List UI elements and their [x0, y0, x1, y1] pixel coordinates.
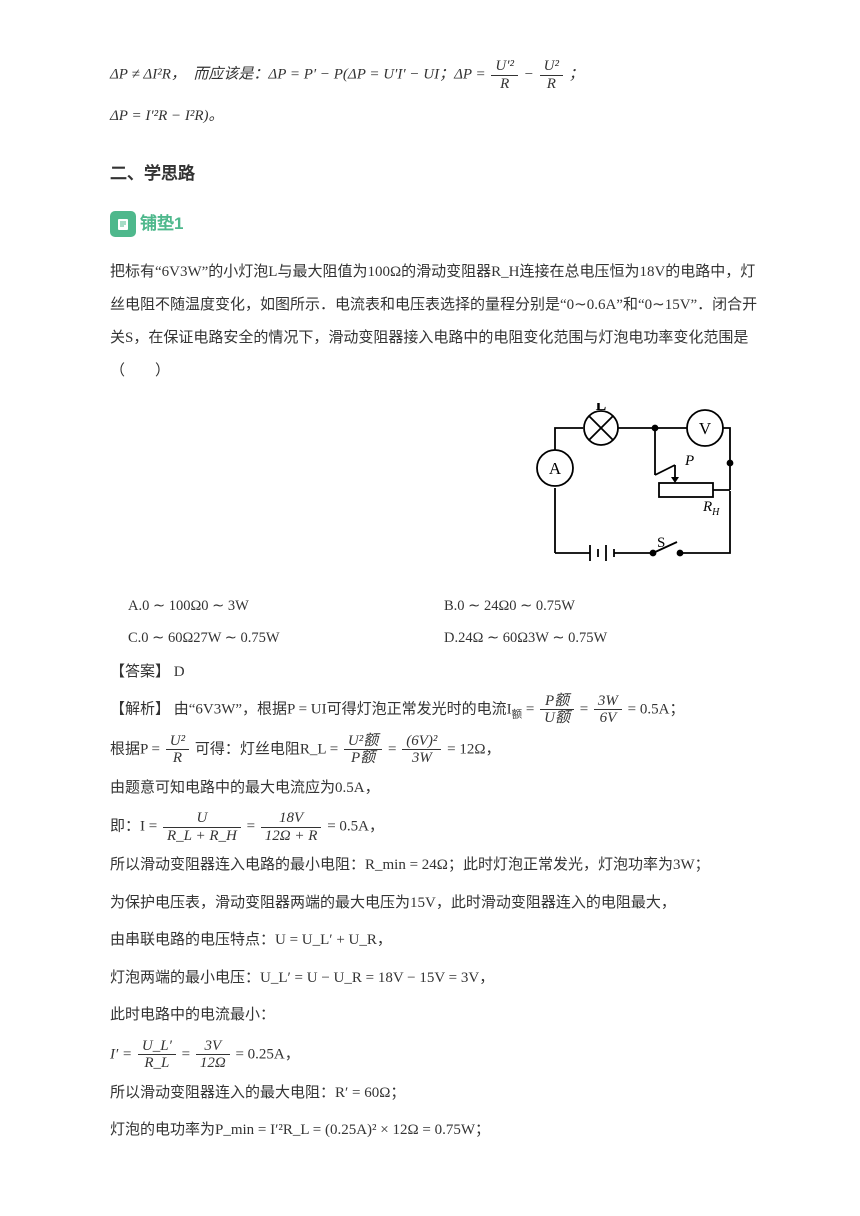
label-L: L: [596, 403, 607, 414]
sol-line-12: 灯泡的电功率为P_min = I′²R_L = (0.25A)² × 12Ω =…: [110, 1115, 760, 1147]
sol-line-7: 由串联电路的电压特点：U = U_L′ + U_R，: [110, 925, 760, 957]
padian-badge-row: 铺垫1: [110, 208, 760, 240]
sol-line-5: 所以滑动变阻器连入电路的最小电阻：R_min = 24Ω；此时灯泡正常发光，灯泡…: [110, 850, 760, 882]
minus: −: [524, 66, 538, 82]
book-icon: [110, 211, 136, 237]
option-A: A.0 ∼ 100Ω0 ∼ 3W: [128, 593, 444, 621]
sol-line-1: 【解析】 由“6V3W”，根据P = UI可得灯泡正常发光时的电流I额 = P额…: [110, 693, 760, 727]
option-D: D.24Ω ∼ 60Ω3W ∼ 0.75W: [444, 625, 760, 653]
semi: ；: [569, 66, 584, 82]
options-grid: A.0 ∼ 100Ω0 ∼ 3W B.0 ∼ 24Ω0 ∼ 0.75W C.0 …: [128, 593, 760, 652]
intro-equation-1: ΔP ≠ ΔI²R， 而应该是：ΔP = P′ − P(ΔP = U′I′ − …: [110, 58, 760, 92]
answer-line: 【答案】 D: [110, 658, 760, 687]
problem-text: 把标有“6V3W”的小灯泡L与最大阻值为100Ω的滑动变阻器R_H连接在总电压恒…: [110, 256, 760, 388]
padian-label: 铺垫1: [140, 208, 183, 240]
sol-line-6: 为保护电压表，滑动变阻器两端的最大电压为15V，此时滑动变阻器连入的电阻最大，: [110, 888, 760, 920]
option-B: B.0 ∼ 24Ω0 ∼ 0.75W: [444, 593, 760, 621]
option-C: C.0 ∼ 60Ω27W ∼ 0.75W: [128, 625, 444, 653]
frac-uprime2-r: U′² R: [491, 58, 518, 92]
sol-line-2: 根据P = U²R 可得：灯丝电阻R_L = U²额P额 = (6V)²3W =…: [110, 733, 760, 767]
label-RH: RH: [702, 499, 720, 518]
sol-line-4: 即：I = UR_L + R_H = 18V12Ω + R = 0.5A，: [110, 810, 760, 844]
sol-line-3: 由题意可知电路中的最大电流应为0.5A，: [110, 773, 760, 805]
sol-line-8: 灯泡两端的最小电压：U_L′ = U − U_R = 18V − 15V = 3…: [110, 963, 760, 995]
frac-u2-r: U² R: [540, 58, 563, 92]
label-P: P: [684, 453, 694, 469]
intro-equation-2: ΔP = I′²R − I²R)。: [110, 100, 760, 133]
label-S: S: [657, 535, 665, 551]
label-A: A: [549, 459, 562, 478]
sol-line-11: 所以滑动变阻器连入的最大电阻：R′ = 60Ω；: [110, 1078, 760, 1110]
circuit-diagram: L V A P RH S: [110, 403, 760, 584]
sol-line-9: 此时电路中的电流最小：: [110, 1000, 760, 1032]
solution-block: 【解析】 由“6V3W”，根据P = UI可得灯泡正常发光时的电流I额 = P额…: [110, 693, 760, 1147]
sol-line-10: I′ = U_L′R_L = 3V12Ω = 0.25A，: [110, 1038, 760, 1072]
intro-eq-prefix: ΔP ≠ ΔI²R， 而应该是：ΔP = P′ − P(ΔP = U′I′ − …: [110, 66, 489, 82]
section-heading-2: 二、学思路: [110, 158, 760, 190]
label-V: V: [699, 419, 712, 438]
